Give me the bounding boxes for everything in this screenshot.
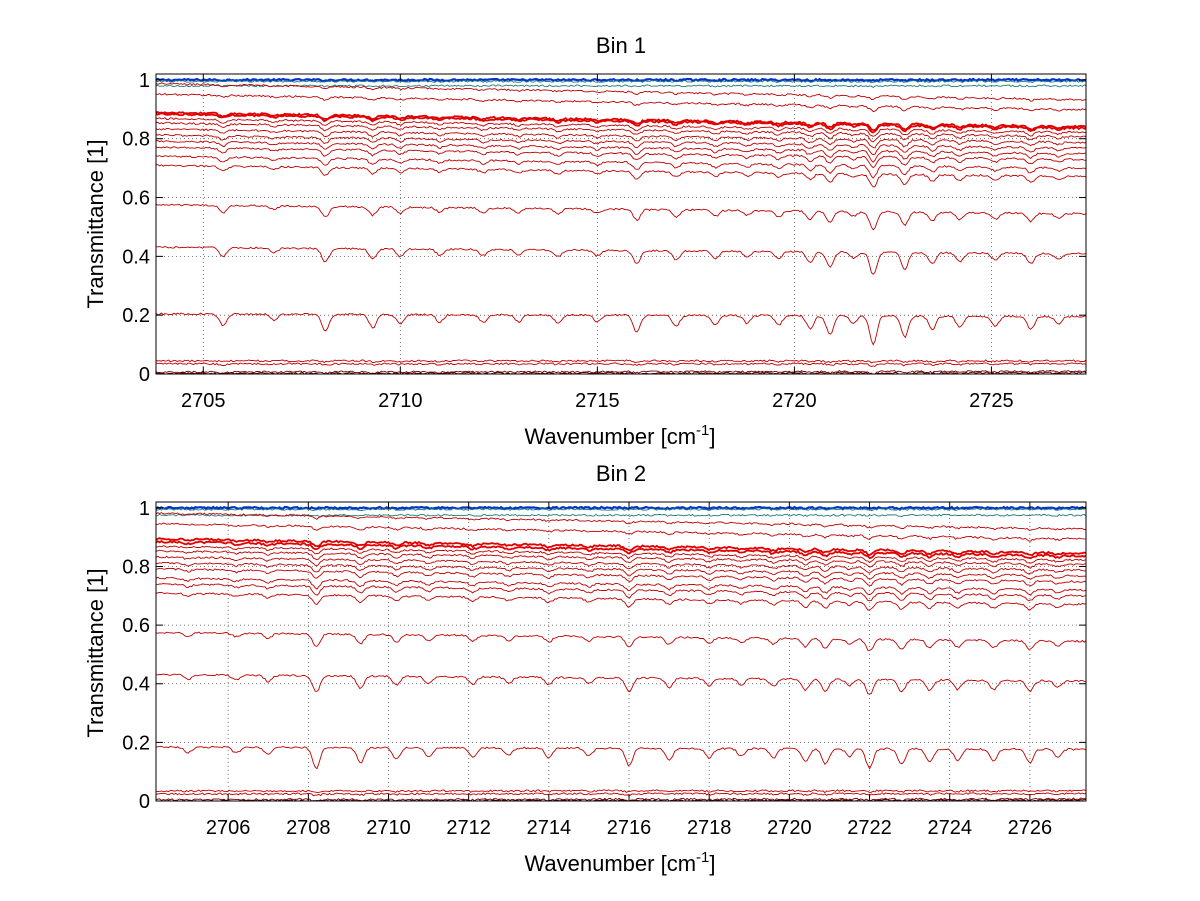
x-tick-label: 2710 — [366, 817, 411, 839]
y-axis-label: Transmittance [1] — [83, 139, 108, 308]
y-axis-label: Transmittance [1] — [83, 568, 108, 737]
x-tick-label: 2706 — [206, 817, 251, 839]
series-line — [156, 117, 1086, 137]
y-tick-label: 0.2 — [122, 732, 150, 754]
series-line — [156, 359, 1086, 364]
series-line — [156, 128, 1086, 149]
series-line — [156, 146, 1086, 169]
chart-title: Bin 1 — [596, 33, 646, 58]
series-line — [156, 567, 1086, 587]
plot-area: 2705 2710 2715 2720 2725 0 0.2 0.4 0.6 0.8 1 — [122, 70, 1087, 412]
series-line — [156, 576, 1086, 596]
x-tick-label: 2710 — [378, 390, 423, 412]
series-line — [156, 84, 1086, 88]
series-line — [156, 745, 1086, 770]
series-line — [156, 79, 1086, 84]
x-tick-label: 2720 — [767, 817, 812, 839]
series-line — [156, 362, 1086, 367]
series-line — [156, 164, 1086, 188]
x-tick-label: 2726 — [1008, 817, 1053, 839]
series-line — [156, 792, 1086, 797]
x-tick-label: 2724 — [927, 817, 972, 839]
x-tick-label: 2718 — [687, 817, 732, 839]
series-line — [156, 111, 1086, 131]
series-line — [156, 540, 1086, 560]
series-line — [156, 513, 1086, 517]
x-tick-label: 2716 — [607, 817, 652, 839]
y-tick-label: 0.6 — [122, 615, 150, 637]
series-line — [156, 140, 1086, 163]
x-tick-label: 2705 — [181, 390, 226, 412]
y-tick-label: 0.6 — [122, 188, 150, 210]
series-line — [156, 537, 1086, 557]
series-line — [156, 121, 1086, 143]
series-line — [156, 797, 1086, 801]
series-line — [156, 549, 1086, 569]
series-line — [156, 555, 1086, 575]
y-tick-label: 0 — [139, 791, 150, 813]
series-line — [156, 155, 1086, 179]
series-group — [156, 505, 1086, 801]
x-axis-label: Wavenumber [cm-1] — [524, 849, 715, 876]
series-line — [156, 312, 1086, 346]
series-line — [156, 112, 1086, 134]
plot-area: 2706 2708 2710 2712 2714 2716 2718 2720 2722 2724… — [122, 498, 1087, 839]
series-group — [156, 77, 1086, 374]
series-line — [156, 545, 1086, 564]
series-line — [156, 505, 1086, 511]
series-line — [156, 507, 1086, 512]
x-tick-label: 2720 — [772, 390, 817, 412]
series-line — [156, 561, 1086, 580]
series-line — [156, 631, 1086, 651]
series-line — [156, 92, 1086, 113]
x-tick-label: 2715 — [575, 390, 620, 412]
y-tick-label: 0.2 — [122, 305, 150, 327]
axes-frame — [155, 501, 1087, 802]
chart-bin-1: Bin 1 2705 2710 2715 2720 2725 0 0.2 0.4 0.6 0.8 1… — [83, 33, 1087, 449]
x-axis-label: Wavenumber [cm-1] — [524, 422, 715, 449]
series-line — [156, 245, 1086, 275]
series-line — [156, 522, 1086, 542]
series-line — [156, 203, 1086, 231]
series-line — [156, 512, 1086, 531]
y-tick-label: 1 — [139, 498, 150, 520]
series-line — [156, 789, 1086, 794]
x-tick-label: 2722 — [847, 817, 892, 839]
y-tick-label: 0 — [139, 364, 150, 386]
series-line — [156, 369, 1086, 374]
series-line — [156, 583, 1086, 602]
x-tick-label: 2712 — [446, 817, 491, 839]
series-line — [156, 82, 1086, 102]
x-tick-label: 2708 — [286, 817, 331, 839]
series-line — [156, 77, 1086, 83]
y-tick-label: 0.4 — [122, 246, 150, 268]
axes-frame — [155, 73, 1087, 375]
y-tick-label: 0.4 — [122, 674, 150, 696]
y-tick-label: 0.8 — [122, 556, 150, 578]
x-tick-label: 2714 — [527, 817, 572, 839]
chart-bin-2: Bin 2 2706 2708 2710 2712 2714 2716 2718 2720 27… — [83, 461, 1087, 876]
series-line — [156, 673, 1086, 695]
x-tick-label: 2725 — [969, 390, 1014, 412]
series-line — [156, 133, 1086, 156]
y-tick-label: 0.8 — [122, 129, 150, 151]
y-tick-label: 1 — [139, 70, 150, 92]
chart-title: Bin 2 — [596, 461, 646, 486]
series-line — [156, 591, 1086, 611]
series-line — [156, 798, 1086, 801]
